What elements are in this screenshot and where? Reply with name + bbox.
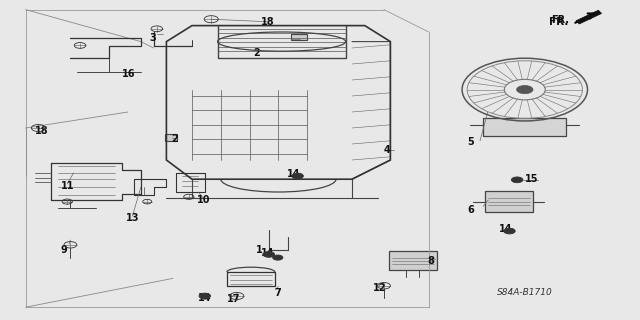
Text: 14: 14 bbox=[499, 224, 513, 234]
Text: 15: 15 bbox=[525, 174, 538, 184]
Text: 5: 5 bbox=[467, 137, 474, 148]
Circle shape bbox=[292, 173, 303, 179]
Text: 13: 13 bbox=[126, 212, 140, 223]
Text: 6: 6 bbox=[467, 204, 474, 215]
Circle shape bbox=[263, 252, 275, 257]
Text: 4: 4 bbox=[384, 145, 391, 156]
Text: 18: 18 bbox=[35, 126, 49, 136]
Text: FR.: FR. bbox=[549, 17, 568, 28]
Text: 11: 11 bbox=[61, 180, 74, 191]
Text: 8: 8 bbox=[428, 256, 435, 266]
Text: 14: 14 bbox=[261, 248, 275, 258]
Text: 14: 14 bbox=[198, 292, 212, 303]
Text: 7: 7 bbox=[274, 288, 281, 298]
Bar bbox=[485, 191, 533, 212]
Text: 2: 2 bbox=[172, 134, 179, 144]
Circle shape bbox=[516, 85, 533, 94]
Bar bbox=[483, 118, 566, 136]
Text: S84A-B1710: S84A-B1710 bbox=[497, 288, 553, 297]
Bar bbox=[165, 134, 177, 141]
Text: 9: 9 bbox=[61, 244, 68, 255]
Bar bbox=[291, 34, 307, 40]
Text: 14: 14 bbox=[287, 169, 300, 180]
Text: 18: 18 bbox=[261, 17, 275, 28]
Circle shape bbox=[504, 228, 515, 234]
Text: 2: 2 bbox=[253, 48, 260, 58]
Bar bbox=[389, 251, 436, 270]
Text: 10: 10 bbox=[196, 195, 210, 205]
Polygon shape bbox=[576, 10, 602, 24]
Text: 1: 1 bbox=[256, 244, 263, 255]
Circle shape bbox=[273, 255, 283, 260]
Text: 16: 16 bbox=[122, 68, 135, 79]
Text: 3: 3 bbox=[149, 33, 156, 44]
Text: 17: 17 bbox=[227, 294, 241, 304]
Circle shape bbox=[199, 293, 211, 299]
Circle shape bbox=[511, 177, 523, 183]
Text: FR.: FR. bbox=[552, 15, 570, 25]
Text: 12: 12 bbox=[373, 283, 387, 293]
